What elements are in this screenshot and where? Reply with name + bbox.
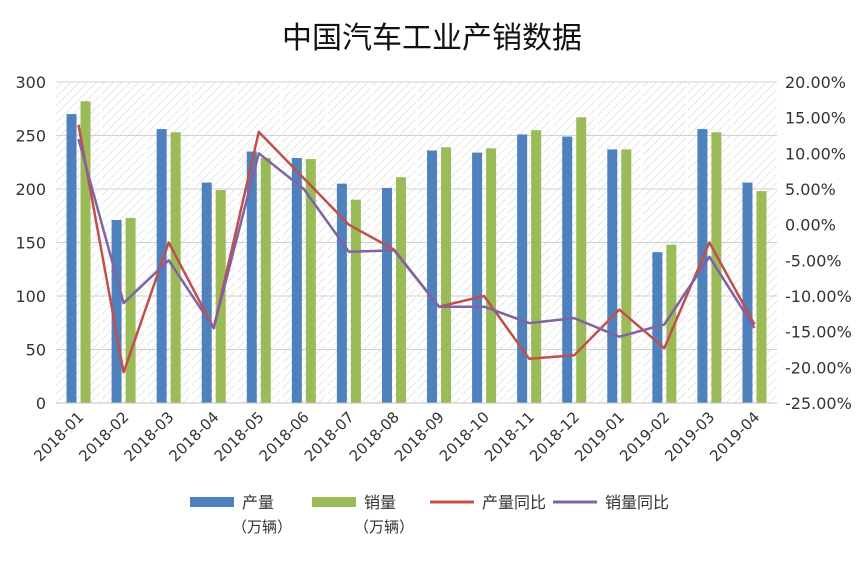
legend-item: 产量 （万辆） [190, 493, 292, 536]
bar-sales [125, 217, 136, 403]
left-axis-tick-label: 0 [36, 394, 46, 413]
bar-sales [621, 149, 632, 403]
legend-swatch [312, 497, 356, 507]
bar-production [381, 187, 392, 403]
right-axis-tick-label: -5.00% [785, 251, 842, 270]
left-axis-tick-label: 50 [26, 341, 46, 360]
legend-label: 销量 [364, 493, 396, 512]
legend-item: 产量同比 [430, 493, 546, 512]
bar-production [111, 220, 122, 403]
right-axis-tick-label: -10.00% [785, 287, 852, 306]
right-axis-tick-label: 0.00% [785, 216, 836, 235]
bar-production [291, 157, 302, 403]
bar-sales [756, 191, 767, 403]
bar-production [336, 183, 347, 403]
left-axis-tick-label: 300 [15, 73, 46, 92]
legend-item: 销量同比 [553, 493, 669, 512]
bar-sales [666, 244, 677, 403]
right-axis-tick-label: 5.00% [785, 180, 836, 199]
legend-unit: （万辆） [354, 518, 414, 536]
legend-item: 销量 （万辆） [312, 493, 414, 536]
bar-sales [305, 159, 316, 403]
bar-production [607, 149, 618, 403]
x-axis-tick-label: 2019-04 [706, 408, 763, 465]
bar-sales [260, 157, 271, 403]
right-axis-tick-label: -20.00% [785, 358, 852, 377]
right-axis-tick-label: 10.00% [785, 144, 846, 163]
bar-production [742, 182, 753, 403]
bar-sales [170, 132, 181, 404]
legend-swatch [190, 497, 234, 507]
right-axis-tick-label: -25.00% [785, 394, 852, 413]
bar-sales [350, 199, 361, 403]
bar-production [201, 182, 212, 403]
right-axis-tick-label: 20.00% [785, 73, 846, 92]
bar-production [246, 151, 257, 403]
bar-production [66, 114, 77, 403]
bar-sales [80, 101, 91, 403]
bar-production [472, 152, 483, 403]
bar-sales [486, 148, 497, 403]
bar-production [427, 150, 438, 403]
right-axis-tick-label: -15.00% [785, 323, 852, 342]
bar-sales [576, 117, 587, 403]
legend-unit: （万辆） [232, 518, 292, 536]
left-axis-tick-label: 150 [15, 234, 46, 253]
left-axis-tick-label: 100 [15, 287, 46, 306]
legend-label: 销量同比 [605, 493, 669, 512]
legend-label: 产量同比 [482, 493, 546, 512]
line-sales-yoy [77, 138, 756, 338]
left-axis-tick-label: 200 [15, 180, 46, 199]
bar-production [562, 136, 573, 403]
left-axis-tick-label: 250 [15, 127, 46, 146]
bar-production [517, 134, 528, 403]
bar-sales [441, 147, 452, 403]
bar-sales [531, 130, 542, 403]
bar-sales [395, 177, 406, 403]
legend-label: 产量 [242, 493, 274, 512]
chart-title: 中国汽车工业产销数据 [282, 21, 582, 56]
right-axis-tick-label: 15.00% [785, 109, 846, 128]
